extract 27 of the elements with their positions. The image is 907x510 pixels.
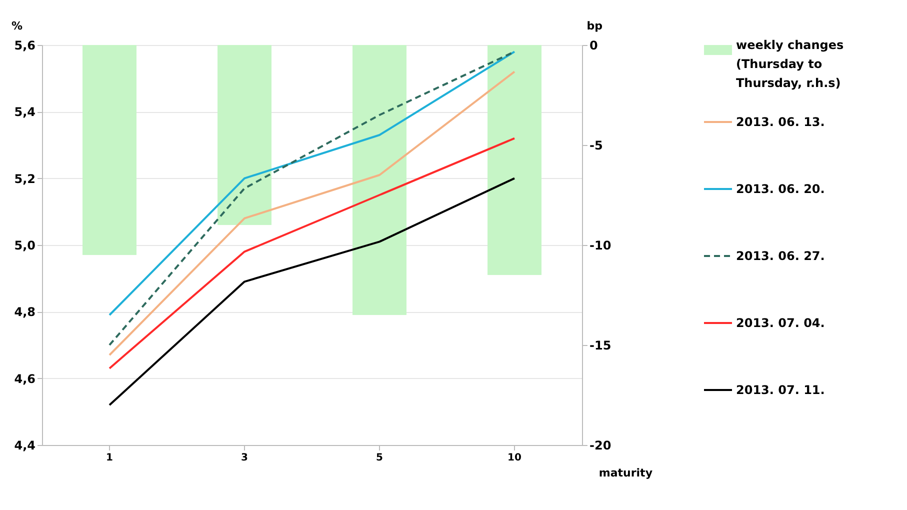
x-axis-title: maturity: [598, 466, 652, 480]
y2-tick-label: -5: [590, 138, 603, 152]
y-tick-label: 5,0: [14, 238, 36, 252]
legend-label: 2013. 07. 04.: [736, 316, 825, 330]
y-tick-label: 4,4: [14, 438, 36, 452]
y-tick-label: 5,2: [14, 172, 36, 186]
x-tick-label: 10: [508, 452, 522, 464]
y2-tick-label: 0: [590, 38, 598, 52]
y2-tick-label: -10: [590, 238, 612, 252]
line-series: [108, 177, 516, 406]
y-tick-label: 4,8: [14, 305, 36, 320]
x-tick-label: 3: [241, 452, 248, 464]
x-tick-label: 1: [106, 452, 114, 464]
legend-label: weekly changes (Thursday to Thursday, r.h.s): [736, 38, 844, 90]
y-tick-label: 5,6: [14, 38, 36, 52]
y2-tick-label: -20: [590, 438, 612, 452]
x-tick-label: 5: [376, 452, 384, 464]
line-series: [108, 137, 516, 370]
y-tick-label: 5,4: [14, 105, 36, 120]
legend-label: 2013. 07. 11.: [736, 383, 825, 397]
legend-label: 2013. 06. 20.: [736, 182, 825, 196]
y-tick-label: 4,6: [14, 372, 36, 386]
legend-label: 2013. 06. 13.: [736, 115, 825, 129]
y-axis-title: %: [11, 20, 22, 32]
y2-tick-label: -15: [590, 338, 612, 352]
legend-label: 2013. 06. 27.: [736, 249, 825, 263]
y2-axis-title: bp: [586, 20, 603, 32]
